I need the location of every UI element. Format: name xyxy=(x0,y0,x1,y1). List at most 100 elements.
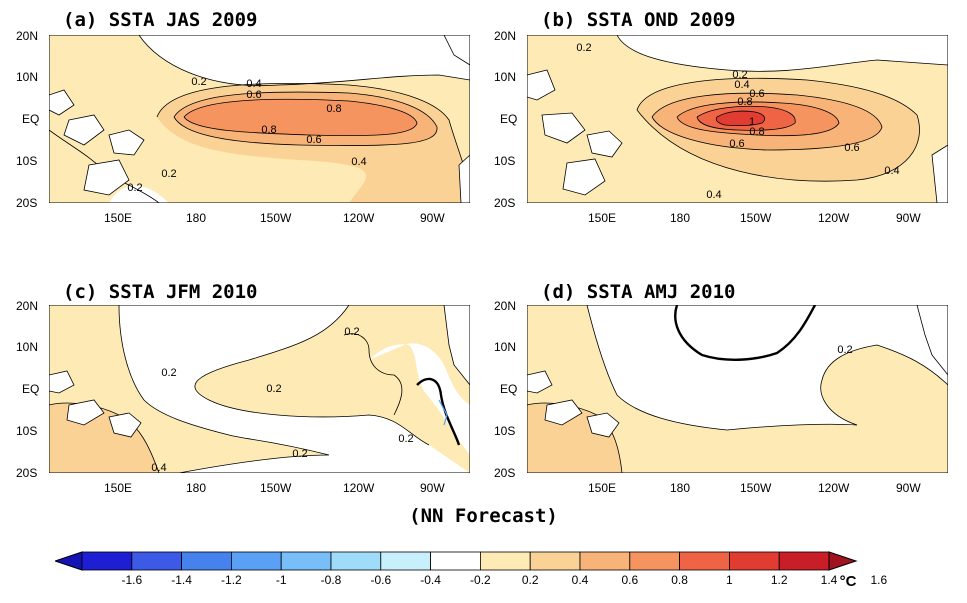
lat-label: 10N xyxy=(16,340,39,354)
colorbar-tick-label: -0.8 xyxy=(321,573,342,587)
forecast-note: (NN Forecast) xyxy=(409,505,558,527)
lon-label: 150E xyxy=(104,481,133,495)
lon-label: 180 xyxy=(186,481,207,495)
colorbar-cell xyxy=(230,551,282,571)
lat-label: 20N xyxy=(16,29,39,43)
lat-label: 10S xyxy=(494,154,516,168)
lon-label: 150W xyxy=(260,481,292,495)
lat-label: 20S xyxy=(494,196,516,210)
colorbar-cell xyxy=(729,551,780,571)
map-panel-b: 0.2 0.2 0.4 0.6 0.8 1 0.8 0.6 0.6 0.4 0.… xyxy=(527,35,948,203)
colorbar-tick-label: -1.2 xyxy=(221,573,242,587)
contour-label: 0.4 xyxy=(151,462,166,473)
colorbar-cell xyxy=(679,551,730,571)
lon-label: 90W xyxy=(896,481,921,495)
colorbar-cell xyxy=(629,551,680,571)
panel-c-title: (c) SSTA JFM 2010 xyxy=(63,281,258,303)
lon-label: 90W xyxy=(420,481,445,495)
colorbar-cell xyxy=(330,551,382,571)
map-panel-d: 0.2 xyxy=(527,305,948,473)
contour-label: 0.4 xyxy=(884,165,899,177)
contour-label: 0.6 xyxy=(306,134,321,146)
colorbar-high-arrow xyxy=(828,551,858,571)
lon-label: 150W xyxy=(740,211,772,225)
contour-label: 0.8 xyxy=(261,124,276,136)
contour-label: 0.6 xyxy=(729,138,744,150)
lon-label: 120W xyxy=(818,481,850,495)
colorbar-cell xyxy=(529,551,581,571)
lat-label: 10N xyxy=(16,70,39,84)
colorbar: -1.6 -1.4 -1.2 -1 -0.8 -0.6 -0.4 -0.2 0.2 0.4 0.6 0… xyxy=(55,551,887,590)
lon-label: 120W xyxy=(343,211,375,225)
contour-label: 0.2 xyxy=(344,326,359,338)
colorbar-tick-label: -1.4 xyxy=(171,573,192,587)
lat-label: EQ xyxy=(22,112,40,126)
lon-label: 150W xyxy=(740,481,772,495)
lat-label: 20S xyxy=(16,466,38,480)
colorbar-low-arrow xyxy=(55,551,83,571)
colorbar-cell xyxy=(380,551,431,571)
contour-label: 1 xyxy=(749,116,755,128)
lon-label: 180 xyxy=(670,211,691,225)
lat-label: 10N xyxy=(494,70,517,84)
contour-label: 0.4 xyxy=(706,189,721,201)
map-panel-a: 0.2 0.4 0.6 0.8 0.8 0.6 0.4 0.2 0.2 xyxy=(49,35,470,203)
colorbar-tick-label: -0.4 xyxy=(420,573,441,587)
lat-label: EQ xyxy=(500,382,518,396)
colorbar-tick-label: 0.4 xyxy=(572,573,589,587)
lat-label: 20S xyxy=(494,466,516,480)
map-panel-c: 0.2 0.2 0.2 0.2 0.2 0.4 xyxy=(49,305,470,473)
colorbar-cell xyxy=(430,551,481,571)
lon-label: 90W xyxy=(420,211,445,225)
colorbar-tick-label: 1.6 xyxy=(870,573,887,587)
panel-d-title: (d) SSTA AMJ 2010 xyxy=(541,281,736,303)
contour-label: 0.4 xyxy=(351,156,366,168)
colorbar-cell xyxy=(280,551,332,571)
lat-label: 10S xyxy=(494,424,516,438)
colorbar-tick-label: 1.4 xyxy=(821,573,838,587)
colorbar-tick-label: -0.2 xyxy=(470,573,491,587)
contour-label: 0.4 xyxy=(734,79,749,91)
contour-label: 0.2 xyxy=(127,182,142,194)
colorbar-tick-label: -1.6 xyxy=(121,573,142,587)
colorbar-cell xyxy=(479,551,531,571)
contour-label: 0.6 xyxy=(246,89,261,101)
lat-label: 20N xyxy=(494,29,517,43)
contour-label: 0.8 xyxy=(326,103,341,115)
contour-label: 0.2 xyxy=(161,168,176,180)
panel-b-title: (b) SSTA OND 2009 xyxy=(541,9,736,31)
contour-label: 0.2 xyxy=(161,367,176,379)
lat-label: 10N xyxy=(494,340,517,354)
colorbar-unit: °C xyxy=(840,573,857,590)
lat-label: 10S xyxy=(16,154,38,168)
colorbar-tick-label: -1 xyxy=(276,573,287,587)
lon-label: 120W xyxy=(818,211,850,225)
colorbar-cell xyxy=(81,551,133,571)
colorbar-tick-label: 1 xyxy=(726,573,733,587)
colorbar-cell xyxy=(131,551,183,571)
lon-label: 150E xyxy=(104,211,133,225)
colorbar-tick-label: 0.2 xyxy=(522,573,539,587)
contour-label: 0.4 xyxy=(246,78,261,90)
contour-label: 0.2 xyxy=(837,344,852,356)
lon-label: 180 xyxy=(186,211,207,225)
lon-label: 150W xyxy=(260,211,292,225)
lat-label: 20N xyxy=(494,299,517,313)
contour-label: 0.2 xyxy=(266,383,281,395)
lon-label: 120W xyxy=(343,481,375,495)
lon-label: 90W xyxy=(896,211,921,225)
contour-label: 0.2 xyxy=(191,76,206,88)
contour-label: 0.2 xyxy=(292,448,307,460)
colorbar-cell xyxy=(778,551,830,571)
colorbar-cell xyxy=(181,551,232,571)
colorbar-tick-label: 0.6 xyxy=(621,573,638,587)
colorbar-tick-label: 1.2 xyxy=(771,573,788,587)
contour-label: 0.2 xyxy=(732,69,747,81)
contour-label: 0.6 xyxy=(749,88,764,100)
lat-label: EQ xyxy=(22,382,40,396)
lat-label: EQ xyxy=(500,112,518,126)
lon-label: 180 xyxy=(670,481,691,495)
contour-label: 0.6 xyxy=(844,142,859,154)
lat-label: 20S xyxy=(16,196,38,210)
contour-label: 0.2 xyxy=(576,42,591,54)
